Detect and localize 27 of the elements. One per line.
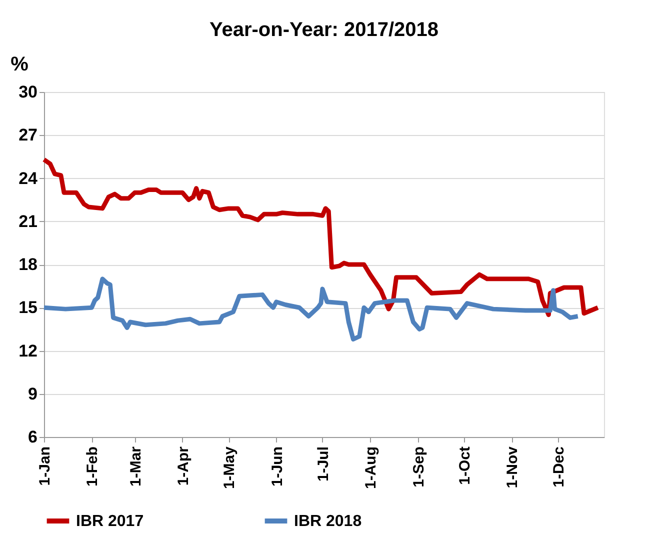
x-tick-label: 1-May bbox=[221, 446, 238, 490]
y-tick-label: 27 bbox=[18, 126, 38, 145]
legend-label: IBR 2018 bbox=[294, 513, 362, 530]
y-tick-label: 18 bbox=[18, 255, 38, 274]
line-series bbox=[42, 276, 580, 342]
line-series bbox=[42, 157, 600, 318]
y-tick-label: 21 bbox=[18, 212, 38, 231]
y-tick-label: 9 bbox=[28, 384, 38, 404]
x-tick-label: 1-Aug bbox=[362, 446, 380, 489]
x-tick-label: 1-Sep bbox=[410, 446, 428, 488]
x-tick-label: 1-Mar bbox=[127, 446, 144, 487]
y-tick-label: 12 bbox=[18, 341, 38, 360]
x-tick-label: 1-Apr bbox=[174, 446, 192, 486]
x-tick-label: 1-Dec bbox=[550, 446, 568, 488]
y-tick-label: 15 bbox=[18, 298, 38, 318]
x-tick-label: 1-Nov bbox=[504, 446, 522, 488]
x-tick-label: 1-Jan bbox=[36, 446, 54, 486]
x-tick-label: 1-Oct bbox=[456, 446, 474, 485]
x-tick-label: 1-Jun bbox=[268, 446, 286, 487]
x-tick-label: 1-Jul bbox=[314, 446, 332, 482]
y-axis-title: % bbox=[10, 54, 29, 76]
legend-label: IBR 2017 bbox=[76, 513, 144, 530]
y-tick-label: 24 bbox=[18, 168, 38, 188]
x-tick-label: 1-Feb bbox=[84, 446, 102, 487]
y-tick-label: 30 bbox=[18, 82, 38, 102]
y-tick-label: 6 bbox=[28, 428, 38, 446]
chart-title: Year-on-Year: 2017/2018 bbox=[209, 19, 439, 41]
